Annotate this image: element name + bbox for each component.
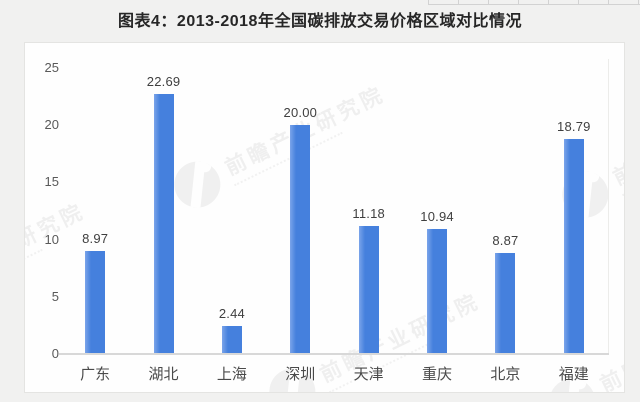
plot-area: 8.97 22.69 2.44 20.00 11.18 10.94 8.87 18.79 bbox=[61, 43, 608, 354]
y-axis-tick-label: 15 bbox=[44, 174, 59, 190]
plot-area-right-border bbox=[608, 59, 609, 354]
bar-chart: 前瞻产业研究院前瞻产业研究院前瞻产业研究院前瞻产业研究院前瞻产业研究院 2520… bbox=[24, 42, 625, 393]
bar-value-label: 18.79 bbox=[557, 119, 591, 135]
watermark-dotted-line bbox=[621, 141, 624, 196]
bar-重庆 bbox=[427, 228, 448, 354]
bar-slot: 10.94 bbox=[403, 43, 471, 354]
x-axis-line bbox=[59, 353, 609, 355]
bar-value-label: 22.69 bbox=[146, 74, 181, 90]
bar-value-label: 8.97 bbox=[82, 231, 109, 247]
bar-value-label: 8.87 bbox=[492, 232, 519, 248]
chart-title: 图表4：2013-2018年全国碳排放交易价格区域对比情况 bbox=[118, 13, 522, 30]
watermark-dotted-line bbox=[608, 348, 624, 392]
bar-湖北 bbox=[153, 94, 174, 354]
bar-天津 bbox=[358, 226, 379, 354]
bar-value-label: 11.18 bbox=[352, 206, 385, 222]
bar-深圳 bbox=[290, 125, 311, 354]
bar-上海 bbox=[221, 326, 242, 354]
bar-slot: 8.87 bbox=[471, 43, 539, 354]
x-axis-category-label: 深圳 bbox=[285, 366, 316, 383]
bar-slot: 11.18 bbox=[335, 43, 403, 354]
bar-value-label: 20.00 bbox=[283, 105, 318, 121]
x-axis-category-label: 广东 bbox=[80, 366, 111, 383]
y-axis-tick-label: 5 bbox=[51, 288, 59, 304]
y-axis-tick-label: 10 bbox=[44, 231, 59, 247]
y-axis-tick-label: 25 bbox=[44, 60, 59, 75]
bar-value-label: 2.44 bbox=[218, 306, 245, 322]
bar-slot: 20.00 bbox=[266, 43, 334, 354]
x-axis-category-label: 北京 bbox=[490, 366, 521, 383]
y-axis-tick-label: 0 bbox=[51, 346, 59, 361]
x-axis-labels: 广东 湖北 上海 深圳 天津 重庆 北京 福建 bbox=[61, 363, 608, 384]
bar-slot: 22.69 bbox=[129, 43, 197, 354]
bar-北京 bbox=[495, 252, 516, 354]
x-axis-category-label: 福建 bbox=[558, 366, 589, 383]
bar-slot: 8.97 bbox=[61, 43, 129, 354]
x-axis-category-label: 重庆 bbox=[422, 366, 453, 383]
bar-广东 bbox=[85, 251, 106, 354]
table-edge-fragment bbox=[428, 0, 640, 5]
x-axis-category-label: 上海 bbox=[216, 366, 247, 383]
bar-value-label: 10.94 bbox=[420, 208, 454, 224]
bar-slot: 2.44 bbox=[198, 43, 266, 354]
bar-slot: 18.79 bbox=[540, 43, 608, 354]
x-axis-category-label: 天津 bbox=[353, 366, 384, 383]
x-axis-category-label: 湖北 bbox=[148, 366, 179, 383]
watermark-text: 前瞻产业研究院 bbox=[609, 92, 625, 190]
bar-福建 bbox=[563, 139, 584, 354]
y-axis-tick-label: 20 bbox=[44, 117, 59, 133]
